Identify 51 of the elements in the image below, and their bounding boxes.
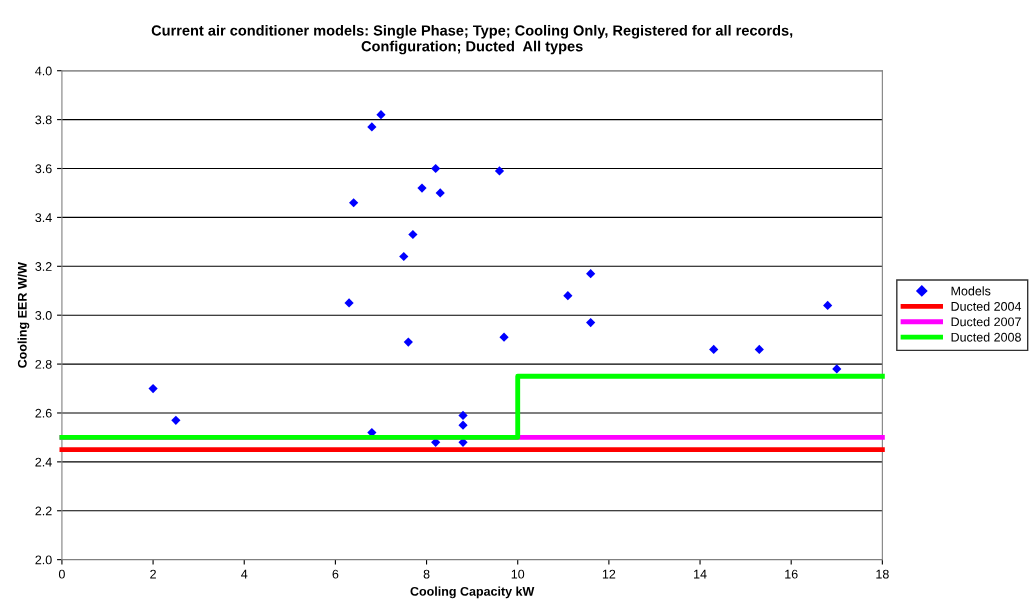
y-tick-label: 3.8	[35, 115, 52, 125]
point	[754, 344, 764, 355]
legend-label: Ducted 2008	[951, 332, 1021, 342]
legend-label: Models	[951, 286, 991, 296]
point	[417, 183, 427, 193]
point	[431, 163, 441, 174]
x-tick-label: 2	[150, 569, 156, 579]
y-tick-label: 3.0	[35, 310, 52, 320]
y-tick-label: 2.2	[35, 506, 52, 516]
point	[563, 291, 573, 301]
y-tick-label: 2.6	[35, 408, 52, 418]
y-tick-label: 2.4	[35, 457, 52, 467]
point	[408, 229, 418, 240]
x-tick-label: 18	[876, 569, 889, 579]
y-tick-label: 3.4	[35, 213, 52, 223]
point	[399, 251, 409, 262]
x-tick-label: 0	[58, 569, 65, 579]
point	[458, 420, 468, 430]
point	[435, 188, 445, 198]
point	[494, 166, 505, 176]
y-tick-label: 4.0	[35, 66, 52, 76]
point	[403, 337, 413, 347]
point	[499, 332, 509, 342]
x-tick-label: 16	[785, 569, 798, 579]
point	[367, 122, 377, 132]
point	[148, 383, 158, 394]
x-tick-label: 14	[694, 569, 707, 579]
point	[344, 298, 354, 308]
point	[586, 317, 596, 328]
point	[586, 269, 596, 279]
point	[823, 300, 833, 311]
x-tick-label: 8	[423, 569, 430, 579]
legend-label: Ducted 2007	[951, 317, 1021, 327]
point	[376, 110, 386, 120]
y-tick-label: 2.8	[35, 359, 52, 369]
legend-label: Ducted 2004	[951, 301, 1022, 311]
point	[709, 344, 719, 355]
y-tick-label: 3.6	[35, 164, 52, 174]
x-tick-label: 4	[241, 569, 248, 579]
point	[832, 364, 842, 374]
point	[458, 410, 468, 421]
x-tick-label: 10	[511, 569, 525, 579]
point	[349, 198, 359, 208]
y-tick-label: 3.2	[35, 262, 52, 271]
y-tick-label: 2.0	[35, 555, 52, 565]
point	[171, 415, 181, 425]
chart-title: Current air conditioner models: Single Phase; Type; Cooling Only, Registered for all records, Configuration; Ducted All types	[151, 24, 793, 55]
y-axis-title: Cooling EER W/W	[17, 262, 30, 368]
x-tick-label: 12	[602, 569, 616, 579]
x-tick-label: 6	[332, 569, 339, 579]
x-axis-title: Cooling Capacity kW	[410, 586, 535, 599]
